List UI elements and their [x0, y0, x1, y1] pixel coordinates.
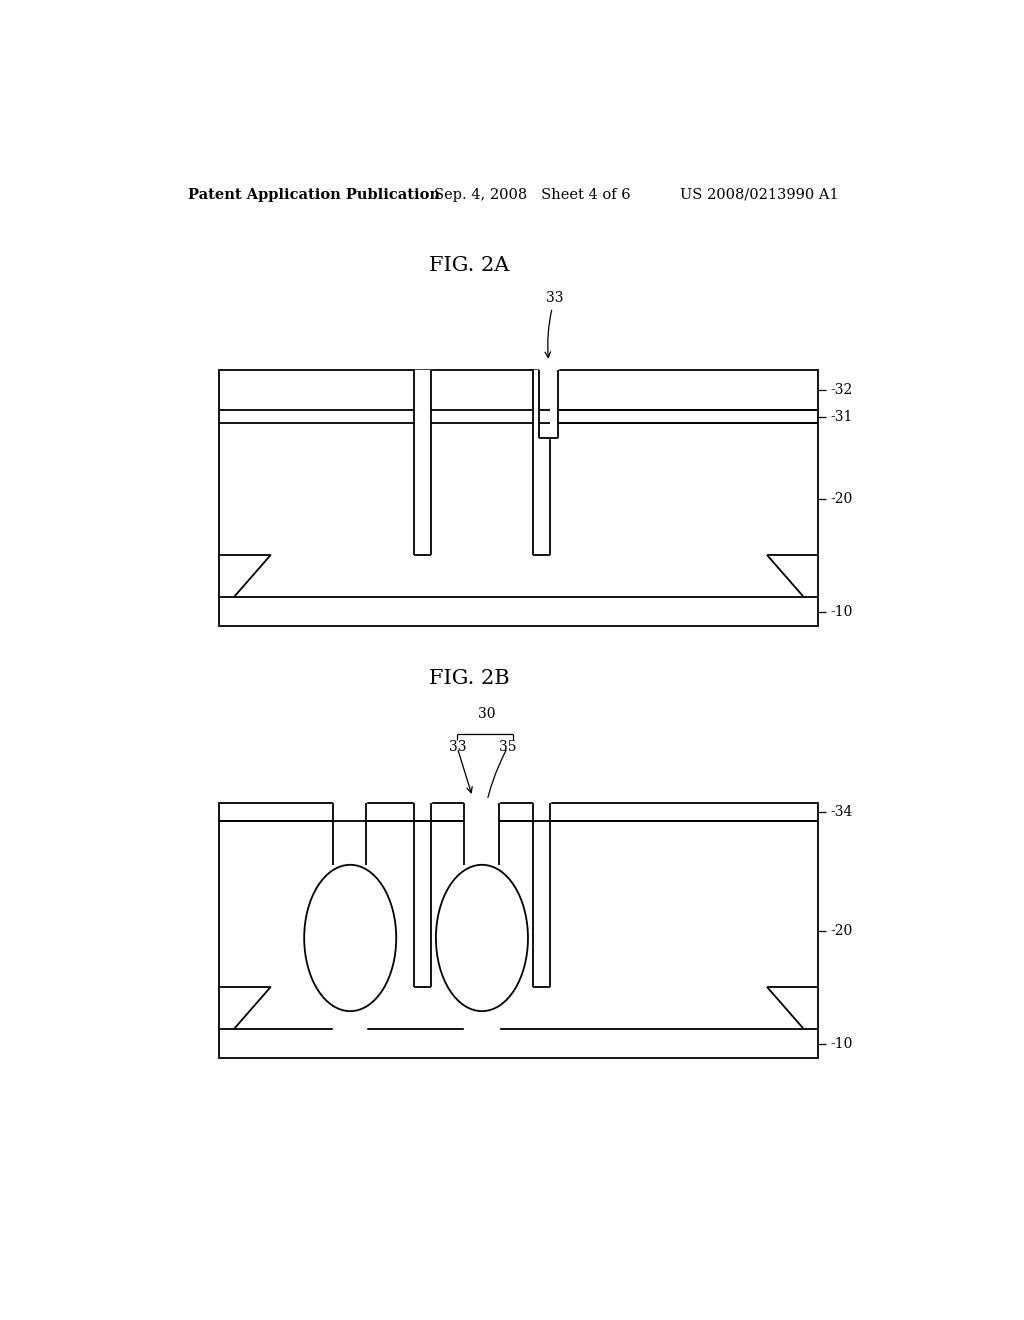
Polygon shape	[414, 370, 431, 554]
Ellipse shape	[436, 865, 528, 1011]
Polygon shape	[414, 797, 431, 987]
Ellipse shape	[304, 865, 396, 1011]
Text: -10: -10	[830, 1036, 853, 1051]
Polygon shape	[539, 364, 558, 438]
Text: -31: -31	[830, 409, 853, 424]
Text: -20: -20	[830, 492, 853, 506]
Text: 30: 30	[478, 708, 496, 722]
Text: -10: -10	[830, 605, 853, 619]
Text: 33: 33	[449, 739, 466, 754]
Bar	[219, 370, 818, 626]
Text: Patent Application Publication: Patent Application Publication	[187, 187, 439, 202]
Text: 33: 33	[545, 290, 563, 358]
Polygon shape	[532, 797, 550, 987]
Text: US 2008/0213990 A1: US 2008/0213990 A1	[680, 187, 839, 202]
Text: -20: -20	[830, 924, 853, 939]
Text: Sep. 4, 2008   Sheet 4 of 6: Sep. 4, 2008 Sheet 4 of 6	[433, 187, 630, 202]
Bar	[219, 803, 818, 1057]
Text: -34: -34	[830, 805, 853, 818]
Polygon shape	[333, 797, 367, 1031]
Text: FIG. 2B: FIG. 2B	[429, 669, 510, 688]
Polygon shape	[532, 370, 550, 554]
Text: 35: 35	[499, 739, 516, 754]
Text: FIG. 2A: FIG. 2A	[429, 256, 509, 275]
Text: -32: -32	[830, 383, 853, 397]
Polygon shape	[465, 797, 500, 1031]
